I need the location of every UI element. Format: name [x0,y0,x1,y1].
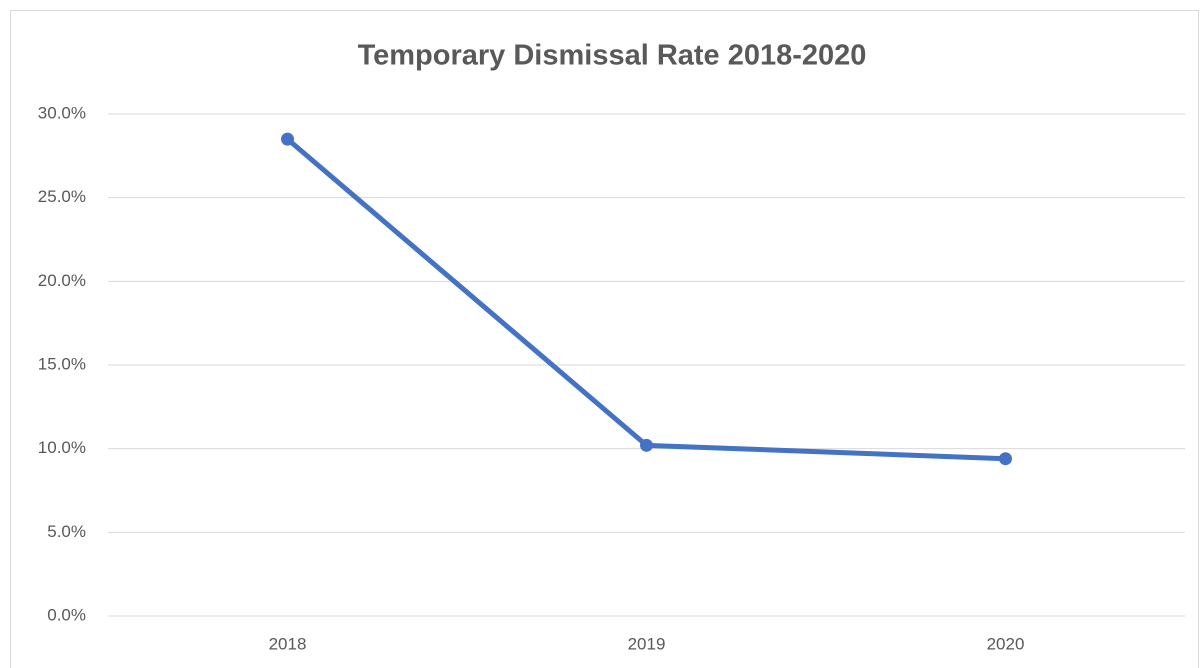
y-tick-label: 20.0% [38,271,86,290]
data-point [281,132,294,146]
x-tick-label: 2018 [269,634,307,653]
x-tick-label: 2020 [987,634,1025,653]
y-tick-label: 10.0% [38,438,86,457]
data-point [640,438,653,452]
y-tick-label: 0.0% [47,605,86,624]
y-tick-label: 15.0% [38,354,86,373]
y-tick-label: 30.0% [38,103,86,122]
data-point [999,452,1012,466]
y-tick-label: 25.0% [38,187,86,206]
chart-title: Temporary Dismissal Rate 2018-2020 [358,40,867,72]
chart-frame [10,10,1199,668]
y-tick-label: 5.0% [47,522,86,541]
x-tick-label: 2019 [628,634,666,653]
